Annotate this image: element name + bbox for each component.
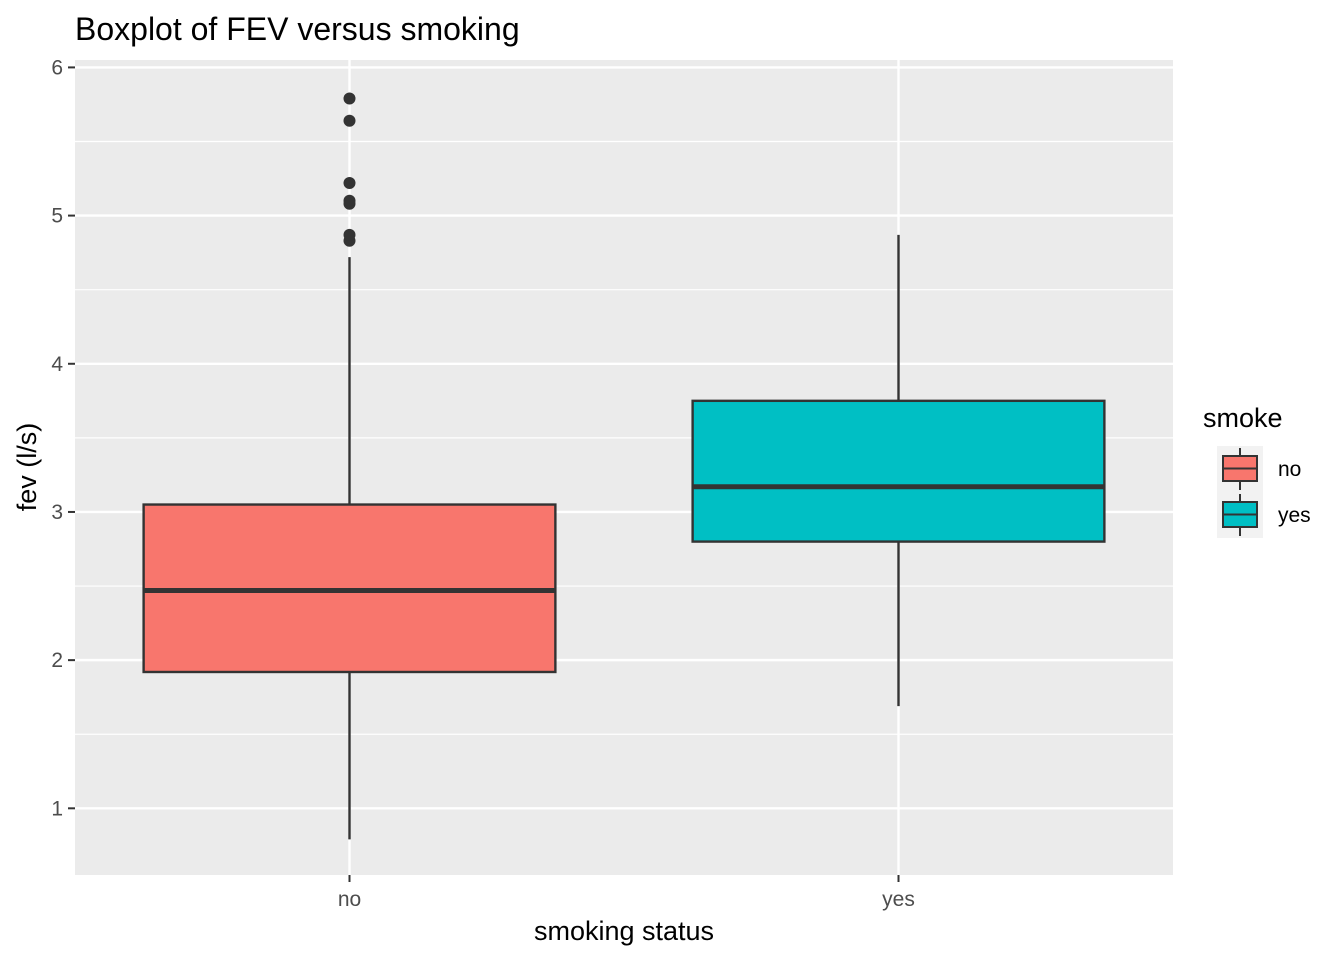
chart-title: Boxplot of FEV versus smoking: [75, 11, 520, 47]
x-tick-label: no: [338, 888, 361, 911]
box-iqr: [691, 399, 1106, 543]
box-yes: [691, 234, 1106, 707]
outlier-point: [343, 176, 356, 189]
outlier-point: [343, 194, 356, 207]
y-tick-label: 4: [51, 353, 63, 376]
y-tick-label: 6: [51, 56, 63, 79]
legend-title: smoke: [1203, 403, 1283, 433]
legend-key-no: [1217, 446, 1263, 492]
legend-entries: no yes: [1217, 446, 1311, 538]
boxes: [142, 92, 1106, 840]
legend-label: yes: [1278, 504, 1311, 527]
x-axis: no yes: [338, 875, 915, 911]
y-tick-label: 1: [51, 797, 63, 820]
outlier-point: [343, 92, 356, 105]
y-tick-label: 5: [51, 205, 63, 228]
legend-label: no: [1278, 458, 1301, 481]
outlier-point: [343, 228, 356, 241]
y-axis-title: fev (l/s): [12, 423, 42, 512]
legend: smoke no yes: [1203, 403, 1311, 538]
y-tick-label: 2: [51, 649, 63, 672]
outlier-point: [343, 114, 356, 127]
box-no: [142, 92, 557, 840]
y-tick-label: 3: [51, 501, 63, 524]
legend-key-yes: [1217, 492, 1263, 538]
x-tick-label: yes: [882, 888, 915, 911]
x-axis-title: smoking status: [534, 916, 714, 946]
y-axis: 1 2 3 4 5 6: [51, 56, 75, 820]
